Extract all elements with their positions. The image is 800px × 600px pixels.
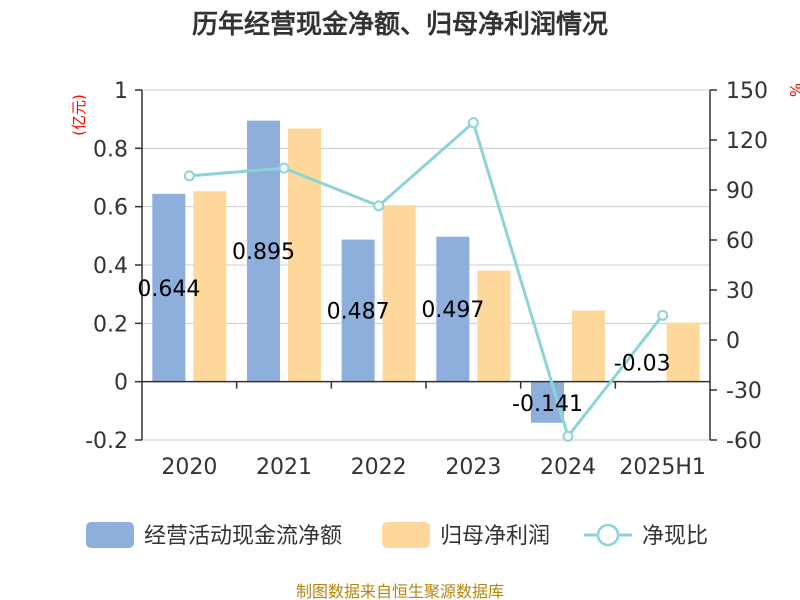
bar-cashflow-2023 (436, 236, 470, 382)
ratio-line (189, 120, 664, 440)
bar-net-profit-2022 (382, 205, 416, 382)
legend: 经营活动现金流净额 归母净利润 净现比 (86, 522, 708, 549)
ratio-point (562, 430, 574, 442)
x-tick-label: 2024 (540, 455, 596, 480)
legend-label-net-profit[interactable]: 归母净利润 (440, 524, 550, 549)
legend-label-cashflow[interactable]: 经营活动现金流净额 (144, 524, 342, 549)
right-axis-unit: % (786, 83, 800, 97)
ratio-point (278, 162, 290, 174)
ratio-point (467, 117, 479, 129)
bar-net-profit-2024 (572, 310, 605, 382)
left-axis-unit: (亿元) (70, 94, 88, 136)
legend-marker-ratio[interactable] (596, 523, 620, 547)
x-tick-label: 2025H1 (619, 455, 706, 480)
x-tick-label: 2022 (351, 455, 407, 480)
left-tick-label: -0.2 (85, 429, 128, 454)
right-tick-label: 150 (726, 79, 768, 104)
bar-net-profit-2020 (193, 191, 227, 382)
axes (135, 89, 717, 441)
bar-net-profit-2023 (477, 270, 511, 382)
left-tick-label: 0.8 (93, 137, 128, 162)
right-tick-label: -60 (726, 429, 762, 454)
legend-swatch-cashflow[interactable] (86, 522, 134, 548)
data-label-cashflow: 0.487 (327, 300, 390, 325)
bar-cashflow-2021 (247, 120, 280, 382)
bar-net-profit-2025H1 (666, 322, 700, 382)
chart-title: 历年经营现金净额、归母净利润情况 (192, 9, 608, 40)
data-label-layer: 0.644 0.895 0.487 0.497 -0.141 -0.03 (137, 240, 670, 417)
right-tick-label: 0 (726, 329, 740, 354)
right-tick-label: 90 (726, 179, 754, 204)
ratio-point (657, 309, 669, 321)
right-tick-label: 60 (726, 229, 754, 254)
left-tick-label: 0.4 (93, 254, 128, 279)
legend-label-ratio[interactable]: 净现比 (642, 524, 708, 549)
left-tick-label: 1 (114, 79, 128, 104)
data-label-cashflow: 0.497 (421, 298, 484, 323)
left-tick-label: 0.6 (93, 196, 128, 221)
bar-cashflow-2020 (152, 193, 186, 382)
right-tick-label: 30 (726, 279, 754, 304)
left-tick-label: 0 (114, 371, 128, 396)
bar-cashflow-2022 (341, 239, 375, 382)
x-tick-label: 2023 (445, 455, 501, 480)
ratio-line-layer (183, 117, 669, 442)
data-label-cashflow: 0.644 (137, 277, 200, 302)
ratio-point (373, 200, 385, 212)
data-label-cashflow: -0.03 (614, 352, 671, 377)
ratio-point (183, 170, 195, 182)
data-label-cashflow: -0.141 (512, 392, 583, 417)
x-tick-label: 2020 (161, 455, 217, 480)
bar-layer (152, 120, 700, 423)
left-tick-label: 0.2 (93, 312, 128, 337)
tick-label-layer: 2020 2021 2022 2023 2024 2025H1 -0.2 0 0.2 0.4 0.6… (85, 79, 768, 480)
right-tick-label: 120 (726, 129, 768, 154)
data-label-cashflow: 0.895 (232, 240, 295, 265)
x-tick-label: 2021 (256, 455, 312, 480)
legend-swatch-net-profit[interactable] (382, 522, 430, 548)
source-note: 制图数据来自恒生聚源数据库 (296, 582, 504, 600)
right-tick-label: -30 (726, 379, 762, 404)
